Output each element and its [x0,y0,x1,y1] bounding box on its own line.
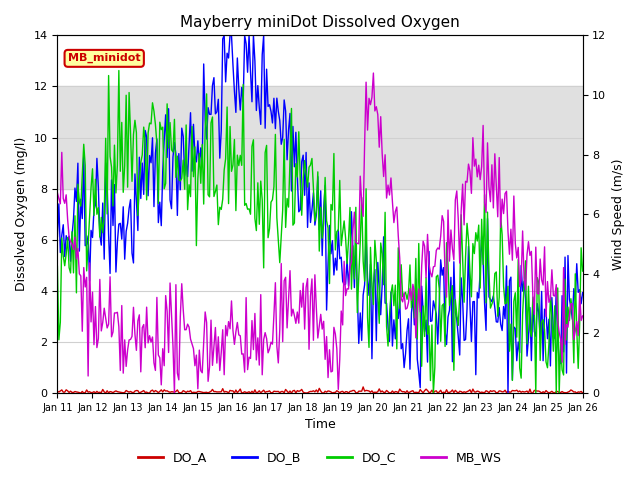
Bar [58,86,582,189]
Legend: DO_A, DO_B, DO_C, MB_WS: DO_A, DO_B, DO_C, MB_WS [133,446,507,469]
Text: MB_minidot: MB_minidot [68,53,141,63]
Title: Mayberry miniDot Dissolved Oxygen: Mayberry miniDot Dissolved Oxygen [180,15,460,30]
Y-axis label: Dissolved Oxygen (mg/l): Dissolved Oxygen (mg/l) [15,137,28,291]
X-axis label: Time: Time [305,419,335,432]
Y-axis label: Wind Speed (m/s): Wind Speed (m/s) [612,158,625,270]
